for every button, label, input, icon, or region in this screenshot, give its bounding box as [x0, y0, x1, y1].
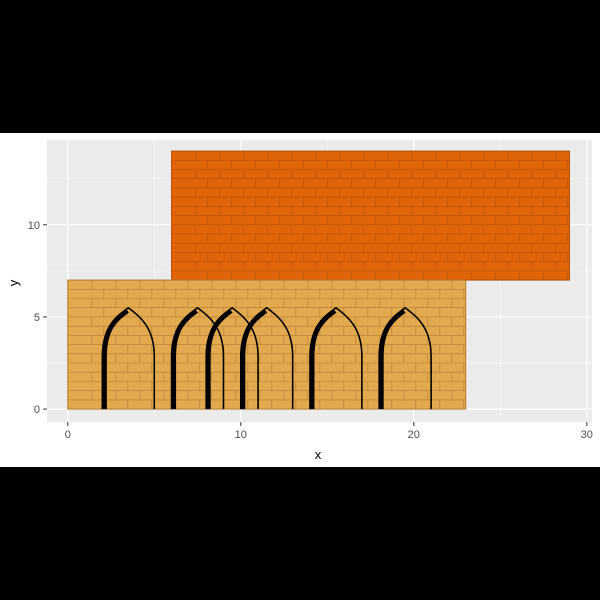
brick-mortar [67, 280, 466, 410]
brick-chart: 0 10 20 30 0 5 10 x y [6, 140, 593, 462]
arch-6 [378, 306, 432, 410]
arch-thick-stroke [378, 308, 406, 410]
chart-panel: 0 10 20 30 0 5 10 x y [0, 133, 600, 467]
arch-4 [239, 306, 294, 410]
y-tick-label: 10 [28, 220, 40, 232]
brick-rects [67, 150, 571, 410]
x-tick-label: 0 [65, 429, 71, 441]
arch-5 [309, 306, 363, 410]
arch-thick-stroke [240, 308, 268, 410]
arch-3 [205, 306, 259, 410]
x-tick-label: 20 [408, 429, 420, 441]
y-tick-label: 5 [34, 312, 40, 324]
arch-1 [101, 306, 156, 410]
x-axis-label: x [315, 447, 322, 462]
arch-2 [170, 306, 225, 410]
arches [101, 306, 432, 410]
x-axis: 0 10 20 30 [65, 422, 593, 441]
y-axis-label: y [6, 279, 21, 286]
arch-thick-stroke [101, 308, 129, 410]
y-tick-label: 0 [34, 404, 40, 416]
y-axis: 0 5 10 [28, 220, 47, 416]
arch-thick-stroke [205, 308, 233, 410]
arch-thick-stroke [309, 308, 337, 410]
x-tick-label: 10 [235, 429, 247, 441]
brick-rect-2 [67, 279, 467, 410]
arch-thick-stroke [171, 308, 199, 410]
brick-border [67, 279, 467, 410]
x-tick-label: 30 [581, 429, 593, 441]
brick-rect-1 [171, 150, 571, 281]
brick-mortar [171, 151, 570, 281]
